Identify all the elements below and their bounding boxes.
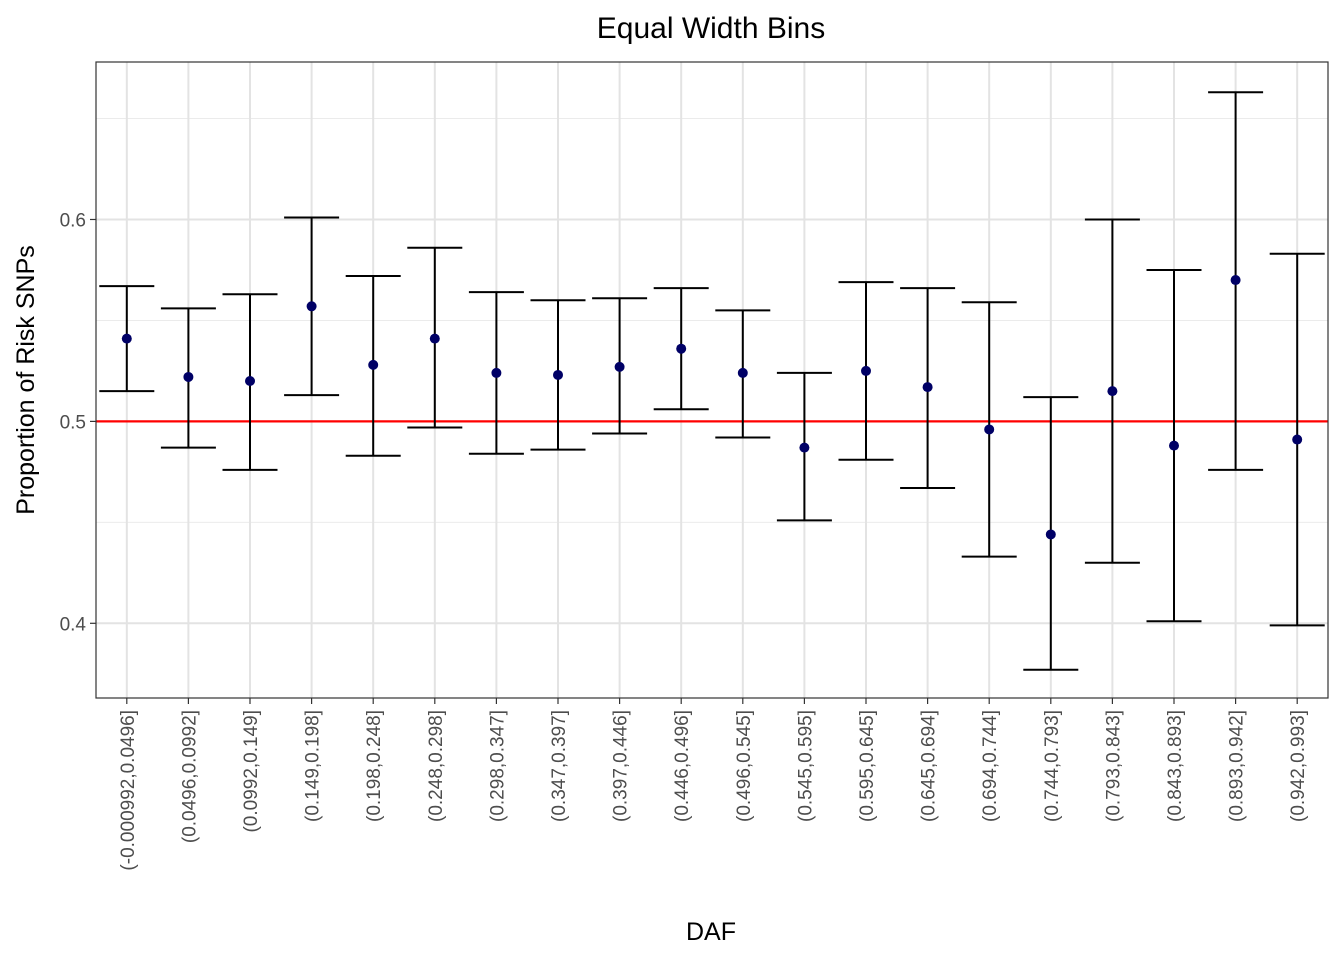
y-axis: 0.4 0.5 0.6 — [60, 210, 96, 635]
plot-panel-border — [95, 61, 1329, 699]
data-point — [1292, 434, 1303, 445]
x-tick-label: (0.595,0.645] — [857, 710, 878, 822]
x-tick-label: (0.942,0.993] — [1288, 710, 1309, 822]
x-tick-label: (0.347,0.397] — [549, 710, 570, 822]
x-tick-label: (0.496,0.545] — [734, 710, 755, 822]
x-tick-label: (0.793,0.843] — [1103, 710, 1124, 822]
y-axis-title: Proportion of Risk SNPs — [12, 245, 40, 515]
x-tick-label: (0.744,0.793] — [1042, 710, 1063, 822]
y-tick-label: 0.4 — [60, 614, 87, 635]
x-tick-label: (0.248,0.298] — [426, 710, 447, 822]
data-point — [491, 367, 502, 378]
x-axis: (-0.000992,0.0496] (0.0496,0.0992] (0.0992… — [118, 698, 1309, 871]
x-tick-label: (0.0992,0.149] — [241, 710, 262, 833]
data-point — [799, 442, 810, 453]
x-tick-label: (0.893,0.942] — [1227, 710, 1248, 822]
data-point — [984, 424, 995, 435]
data-point — [1045, 529, 1056, 540]
x-tick-label: (0.149,0.198] — [303, 710, 324, 822]
x-tick-label: (0.843,0.893] — [1165, 710, 1186, 822]
y-tick-label: 0.5 — [60, 412, 86, 433]
data-point — [553, 369, 563, 380]
data-point — [429, 333, 440, 344]
x-tick-label: (0.694,0.744] — [980, 710, 1001, 822]
x-tick-label: (0.298,0.347] — [487, 710, 508, 822]
grid — [96, 62, 1328, 698]
data-point — [121, 333, 132, 344]
data-point — [368, 359, 379, 370]
x-tick-label: (0.198,0.248] — [364, 710, 385, 822]
chart-title: Equal Width Bins — [597, 12, 825, 45]
x-tick-label: (0.397,0.446] — [611, 710, 632, 822]
x-tick-label: (0.446,0.496] — [672, 710, 693, 822]
data-point — [245, 376, 255, 387]
data-point — [1169, 440, 1179, 451]
x-tick-label: (-0.000992,0.0496] — [118, 710, 139, 871]
error-bars — [99, 91, 1325, 671]
data-points — [121, 275, 1303, 540]
x-tick-label: (0.545,0.595] — [795, 710, 816, 822]
y-tick-label: 0.6 — [60, 210, 86, 231]
data-point — [737, 367, 748, 378]
data-point — [676, 343, 687, 354]
data-point — [306, 301, 317, 312]
x-axis-title: DAF — [686, 918, 736, 946]
data-point — [861, 365, 871, 376]
data-point — [183, 371, 194, 382]
data-point — [1107, 386, 1118, 397]
x-tick-label: (0.0496,0.0992] — [179, 710, 200, 843]
x-tick-label: (0.645,0.694] — [919, 710, 940, 822]
data-point — [1230, 275, 1241, 286]
data-point — [922, 382, 933, 393]
data-point — [614, 361, 625, 372]
